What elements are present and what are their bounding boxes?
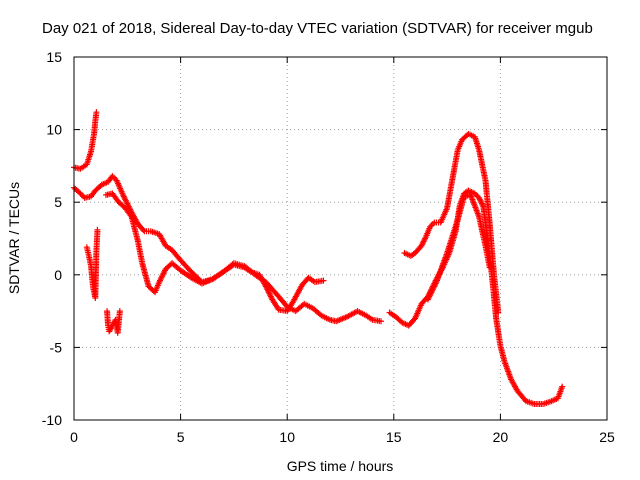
data-points	[71, 109, 566, 408]
series-track-a	[71, 109, 100, 172]
y-tick-label: 0	[54, 267, 62, 283]
y-tick-label: 5	[54, 194, 62, 210]
data-point-plus	[320, 277, 327, 284]
data-point-plus	[76, 189, 83, 196]
data-point-plus	[116, 308, 123, 315]
y-axis-label: SDTVAR / TECUs	[6, 182, 22, 294]
y-tick-label: 15	[46, 49, 62, 65]
plot-frame	[73, 56, 608, 421]
series-track-b	[71, 173, 385, 325]
series-track-d	[83, 226, 101, 302]
data-point-plus	[93, 109, 100, 116]
series-track-f	[386, 187, 566, 408]
y-tick-label: -5	[50, 339, 63, 355]
data-point-plus	[495, 309, 502, 316]
data-point-plus	[378, 318, 385, 325]
x-tick-label: 5	[177, 429, 185, 445]
data-point-plus	[140, 227, 147, 234]
data-point-plus	[559, 383, 566, 390]
series-track-g	[401, 130, 502, 316]
data-point-plus	[80, 193, 87, 200]
series-track-c	[102, 190, 327, 315]
grid	[74, 57, 607, 420]
y-tick-label: 10	[46, 122, 62, 138]
x-tick-label: 20	[493, 429, 509, 445]
data-point-plus	[429, 220, 436, 227]
data-point-plus	[94, 226, 101, 233]
x-tick-label: 10	[279, 429, 295, 445]
chart-title: Day 021 of 2018, Sidereal Day-to-day VTE…	[42, 20, 593, 37]
x-tick-label: 15	[386, 429, 402, 445]
series-track-h	[424, 191, 493, 303]
x-axis-label: GPS time / hours	[287, 458, 394, 474]
data-point-plus	[486, 264, 493, 271]
y-tick-label: -10	[42, 412, 62, 428]
x-tick-label: 0	[70, 429, 78, 445]
axis-ticks: 0 5 10 15 20 25 -10 -5 0 5 10 15	[42, 49, 615, 445]
series-track-e	[104, 308, 123, 336]
x-tick-label: 25	[599, 429, 615, 445]
